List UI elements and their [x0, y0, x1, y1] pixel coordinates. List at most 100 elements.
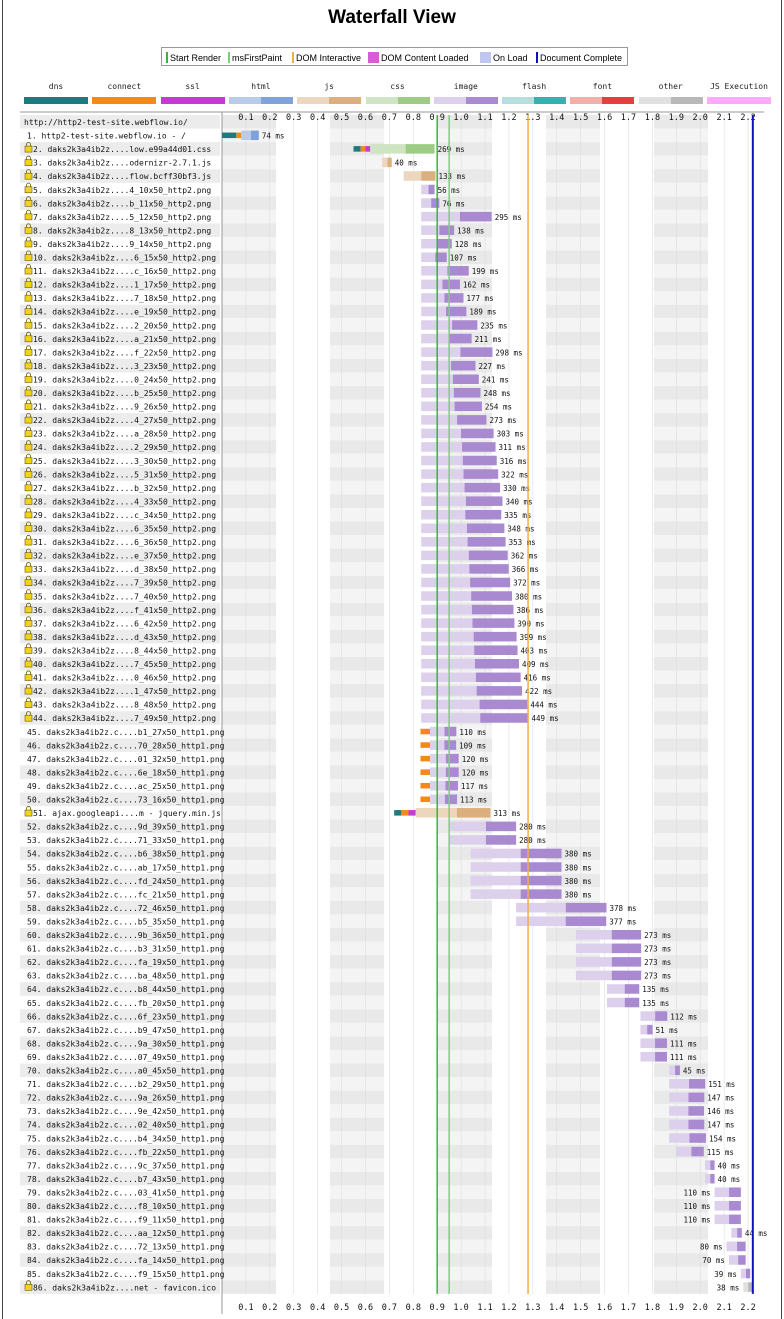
tick-label-bottom: 1.9 — [669, 1303, 684, 1313]
row-band — [546, 724, 600, 739]
bar-download — [444, 740, 457, 750]
lock-icon-shackle — [26, 575, 31, 580]
row-band — [222, 277, 276, 292]
lock-icon — [24, 159, 33, 166]
request-label: 68. daks2k3a4ib2z.c....9a_30x50_http1.pn… — [27, 1039, 225, 1048]
row-band — [546, 1239, 600, 1254]
row-band — [222, 440, 276, 454]
row-band — [546, 1090, 600, 1105]
bar-dns — [353, 146, 361, 152]
request-time: 110 ms — [683, 1216, 710, 1225]
row-bg — [20, 142, 220, 156]
request-time: 128 ms — [455, 240, 482, 249]
request-time: 110 ms — [683, 1202, 710, 1211]
bar-wait — [421, 293, 445, 303]
bar-download — [457, 415, 487, 425]
bar-download — [447, 266, 469, 276]
request-time: 380 ms — [565, 877, 592, 886]
bar-download — [471, 604, 514, 615]
request-time: 273 ms — [644, 958, 671, 967]
request-label: 3. daks2k3a4ib2z....odernizr-2.7.1.js — [33, 159, 211, 168]
bar-download — [729, 1201, 741, 1211]
row-band — [546, 982, 600, 996]
row-band — [654, 643, 708, 657]
lock-icon — [24, 335, 33, 343]
request-time: 111 ms — [670, 1039, 697, 1048]
lock-icon — [24, 376, 33, 383]
bar-conn — [360, 146, 366, 152]
row-band — [438, 968, 492, 983]
row-band — [330, 900, 384, 915]
row-band — [222, 995, 276, 1010]
lock-icon-shackle — [26, 196, 31, 201]
request-time: 380 ms — [565, 863, 592, 872]
request-time: 313 ms — [494, 809, 521, 818]
row-band — [222, 494, 276, 508]
bar-download — [387, 157, 392, 168]
row-bg — [20, 386, 220, 400]
row-bg — [20, 900, 220, 915]
content-type-swatch — [502, 97, 567, 104]
request-label: 66. daks2k3a4ib2z.c....6f_23x50_http1.pn… — [27, 1012, 225, 1021]
row-band — [222, 331, 276, 346]
tick-label-bottom: 2.1 — [716, 1303, 731, 1313]
row-band — [438, 1036, 492, 1050]
bar-wait — [714, 1201, 730, 1211]
row-band — [654, 291, 708, 305]
row-band — [222, 358, 276, 373]
bar-wait — [676, 1146, 692, 1157]
content-type-swatch — [433, 97, 498, 104]
row-band — [546, 480, 600, 495]
lock-icon-shackle — [26, 535, 31, 540]
legend-label: msFirstPaint — [232, 53, 283, 63]
bar-download — [748, 1282, 753, 1292]
row-band — [546, 616, 600, 630]
row-band — [222, 1239, 276, 1254]
request-time: 403 ms — [521, 646, 548, 655]
row-bg — [20, 250, 220, 265]
row-band — [546, 1266, 600, 1281]
row-band — [330, 453, 384, 468]
bar-download — [737, 1241, 746, 1252]
row-band — [330, 1144, 384, 1159]
request-label: 80. daks2k3a4ib2z.c....f8_10x50_http1.pn… — [27, 1202, 225, 1211]
tick-label-bottom: 0.9 — [430, 1303, 445, 1313]
bar-dns — [222, 132, 237, 139]
lock-icon — [24, 172, 33, 180]
row-band — [330, 1171, 384, 1186]
row-bg — [20, 115, 220, 129]
bar-wait — [421, 279, 443, 290]
request-label: 46. daks2k3a4ib2z.c....70_28x50_http1.pn… — [27, 741, 225, 750]
row-band — [330, 589, 384, 603]
bar-download — [729, 1214, 741, 1225]
request-time: 51 ms — [656, 1026, 679, 1035]
row-band — [330, 426, 384, 441]
row-band — [222, 223, 276, 237]
bar-wait — [421, 455, 463, 466]
bar-wait — [449, 821, 486, 832]
row-band — [330, 724, 384, 739]
request-time: 330 ms — [503, 484, 530, 493]
row-band — [330, 982, 384, 996]
row-bg — [20, 223, 220, 237]
row-bg — [20, 1226, 220, 1240]
row-bg — [20, 494, 220, 508]
row-band — [654, 1049, 708, 1064]
bar-download — [473, 631, 517, 642]
row-band — [546, 372, 600, 386]
row-band — [546, 467, 600, 481]
request-time: 254 ms — [485, 403, 512, 412]
bar-download — [611, 930, 642, 940]
row-band — [222, 1049, 276, 1064]
content-type-swatch — [160, 97, 225, 104]
row-band — [654, 345, 708, 359]
row-band — [546, 1063, 600, 1078]
bar-download — [459, 211, 492, 222]
bar-download — [405, 144, 435, 154]
tick-label-bottom: 0.2 — [262, 1303, 277, 1313]
row-band — [222, 480, 276, 495]
row-band — [222, 589, 276, 603]
row-band — [546, 1144, 600, 1159]
content-type-label: html — [251, 82, 271, 91]
